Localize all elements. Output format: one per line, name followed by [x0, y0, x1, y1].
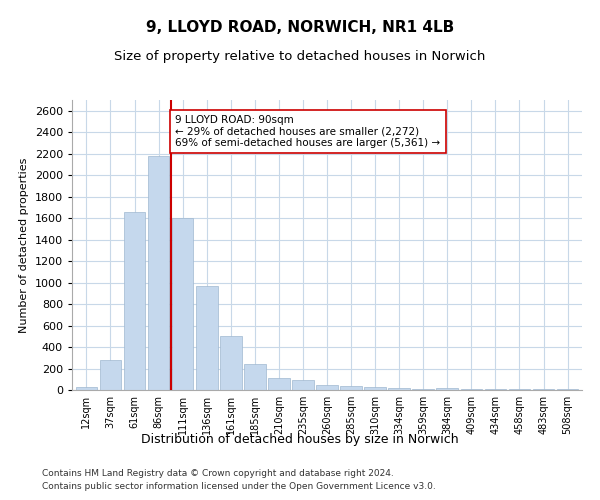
Bar [436, 388, 458, 390]
Bar [388, 388, 410, 390]
Bar [76, 387, 97, 390]
Bar [244, 364, 266, 390]
Bar [148, 156, 169, 390]
Bar [292, 380, 314, 390]
Text: Size of property relative to detached houses in Norwich: Size of property relative to detached ho… [115, 50, 485, 63]
Text: Distribution of detached houses by size in Norwich: Distribution of detached houses by size … [141, 434, 459, 446]
Text: Contains HM Land Registry data © Crown copyright and database right 2024.: Contains HM Land Registry data © Crown c… [42, 468, 394, 477]
Bar [220, 336, 242, 390]
Bar [124, 212, 145, 390]
Bar [268, 378, 290, 390]
Y-axis label: Number of detached properties: Number of detached properties [19, 158, 29, 332]
Text: 9, LLOYD ROAD, NORWICH, NR1 4LB: 9, LLOYD ROAD, NORWICH, NR1 4LB [146, 20, 454, 35]
Bar [100, 360, 121, 390]
Bar [172, 218, 193, 390]
Bar [340, 386, 362, 390]
Bar [196, 286, 218, 390]
Text: 9 LLOYD ROAD: 90sqm
← 29% of detached houses are smaller (2,272)
69% of semi-det: 9 LLOYD ROAD: 90sqm ← 29% of detached ho… [175, 115, 440, 148]
Text: Contains public sector information licensed under the Open Government Licence v3: Contains public sector information licen… [42, 482, 436, 491]
Bar [364, 388, 386, 390]
Bar [316, 384, 338, 390]
